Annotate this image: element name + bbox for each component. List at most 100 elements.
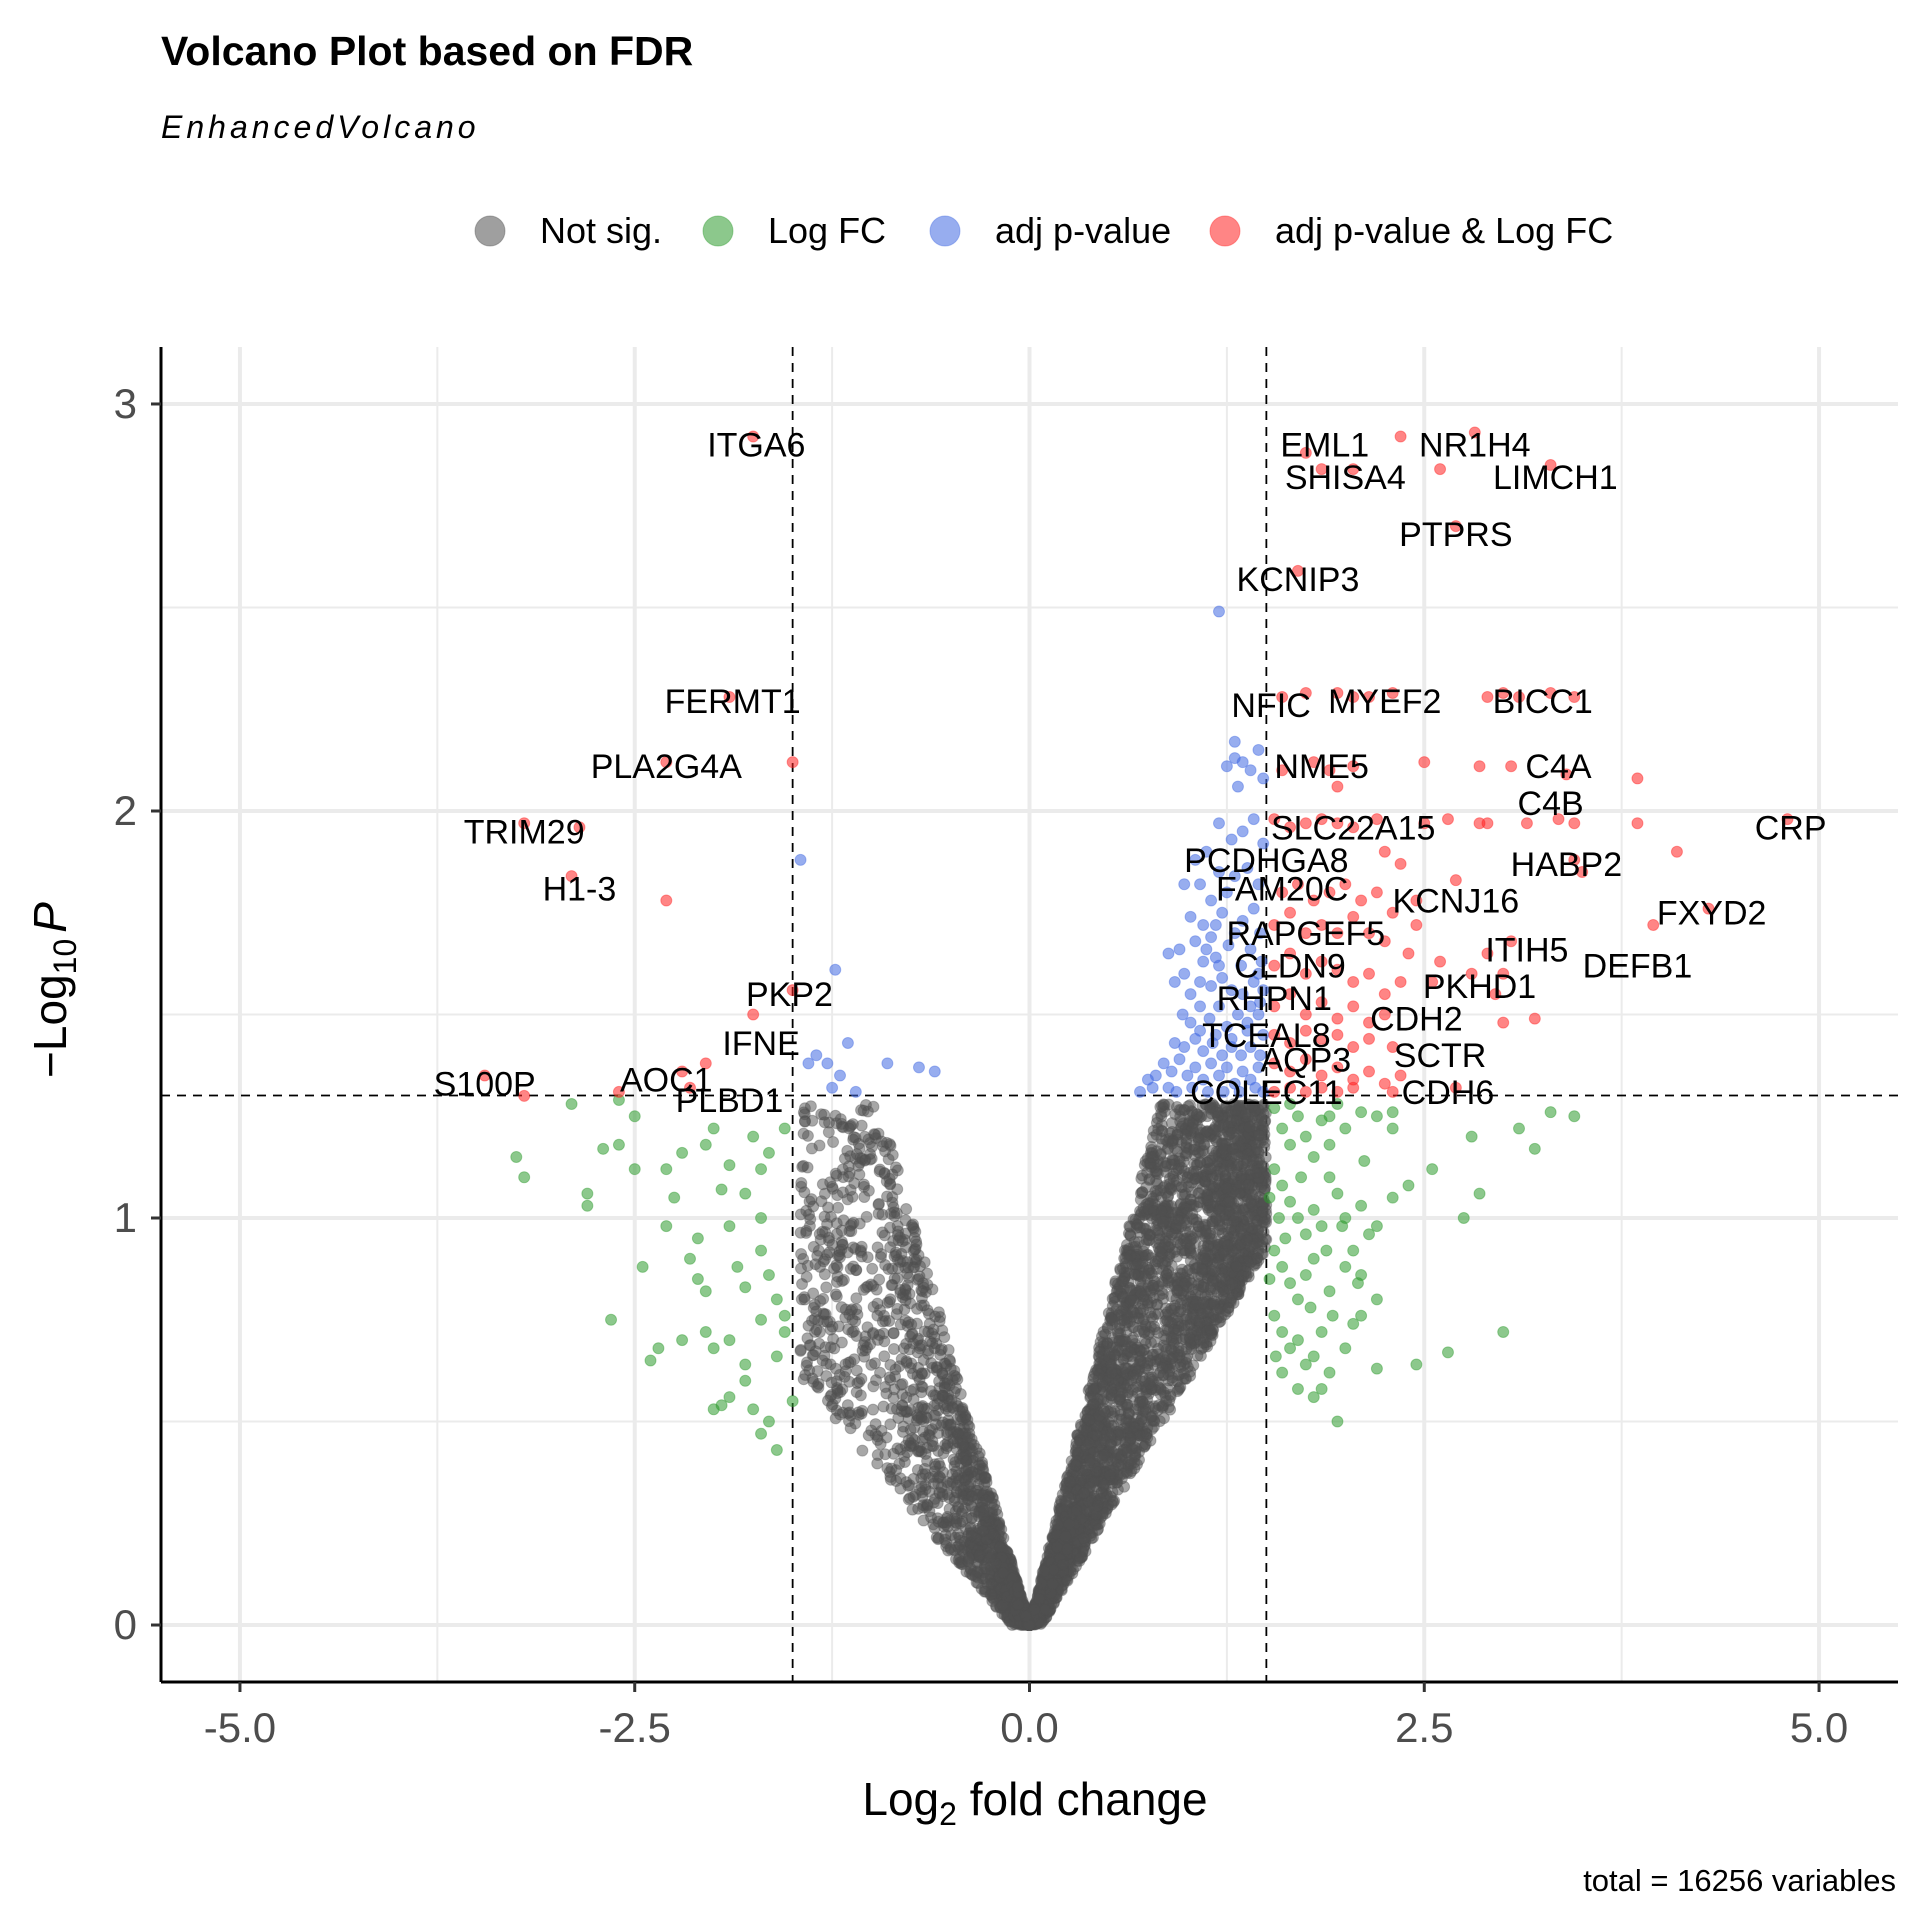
point-not-sig [869,1428,882,1441]
point-not-sig [796,1278,809,1291]
point-not-sig [1127,1305,1140,1318]
point-not-sig [1119,1361,1132,1374]
point-not-sig [1258,1216,1271,1229]
point-not-sig [1039,1603,1052,1616]
point-not-sig [1174,1381,1187,1394]
point-not-sig [850,1364,863,1377]
point-not-sig [1159,1333,1172,1346]
point-not-sig [926,1423,939,1436]
point-not-sig [964,1477,977,1490]
point-not-sig [1137,1429,1150,1442]
point-not-sig [876,1140,889,1153]
point-not-sig [841,1144,854,1157]
point-not-sig [794,1344,807,1357]
point-not-sig [1063,1518,1076,1531]
point-not-sig [915,1480,928,1493]
point-not-sig [933,1375,946,1388]
point-not-sig [928,1331,941,1344]
point-not-sig [1131,1365,1144,1378]
point-not-sig [861,1321,874,1334]
point-not-sig [983,1551,996,1564]
point-not-sig [997,1566,1010,1579]
point-not-sig [1140,1294,1153,1307]
point-not-sig [887,1343,900,1356]
point-not-sig [801,1161,814,1174]
point-not-sig [886,1279,899,1292]
point-not-sig [900,1337,913,1350]
point-not-sig [1156,1361,1169,1374]
point-not-sig [798,1115,811,1128]
point-not-sig [794,1226,807,1239]
legend-label: adj p-value & Log FC [1275,210,1613,251]
point-not-sig [823,1246,836,1259]
point-not-sig [913,1373,926,1386]
point-not-sig [1138,1325,1151,1338]
point-not-sig [927,1496,940,1509]
point-not-sig [1124,1432,1137,1445]
point-not-sig [915,1299,928,1312]
point-not-sig [879,1259,892,1272]
point-not-sig [1212,1125,1225,1138]
point-not-sig [1061,1543,1074,1556]
point-not-sig [1137,1312,1150,1325]
point-not-sig [1077,1532,1090,1545]
point-not-sig [848,1177,861,1190]
cutoff-lines [161,347,1898,1682]
point-not-sig [1035,1577,1048,1590]
point-not-sig [993,1541,1006,1554]
point-not-sig [1166,1137,1179,1150]
point-not-sig [1117,1275,1130,1288]
point-not-sig [820,1369,833,1382]
point-not-sig [835,1117,848,1130]
point-not-sig [1113,1413,1126,1426]
point-not-sig [1221,1239,1234,1252]
point-not-sig [795,1248,808,1261]
point-not-sig [1046,1577,1059,1590]
point-not-sig [1204,1154,1217,1167]
point-not-sig [1106,1299,1119,1312]
point-not-sig [1104,1490,1117,1503]
point-not-sig [871,1333,884,1346]
point-not-sig [878,1350,891,1363]
point-not-sig [802,1319,815,1332]
point-not-sig [797,1373,810,1386]
point-not-sig [809,1345,822,1358]
point-not-sig [1155,1205,1168,1218]
point-not-sig [915,1445,928,1458]
point-not-sig [1164,1316,1177,1329]
point-not-sig [891,1253,904,1266]
point-not-sig [1118,1314,1131,1327]
point-not-sig [844,1262,857,1275]
point-not-sig [1161,1306,1174,1319]
point-not-sig [850,1303,863,1316]
point-not-sig [850,1386,863,1399]
point-not-sig [925,1357,938,1370]
point-not-sig [1227,1209,1240,1222]
point-not-sig [1219,1169,1232,1182]
point-not-sig [1124,1249,1137,1262]
point-not-sig [906,1327,919,1340]
point-not-sig [899,1282,912,1295]
chart-subtitle: EnhancedVolcano [161,109,480,145]
point-not-sig [855,1250,868,1263]
point-not-sig [832,1201,845,1214]
point-not-sig [1222,1301,1235,1314]
point-not-sig [1162,1265,1175,1278]
point-not-sig [1128,1235,1141,1248]
point-not-sig [887,1327,900,1340]
point-not-sig [1157,1412,1170,1425]
point-not-sig [985,1588,998,1601]
point-not-sig [817,1292,830,1305]
point-not-sig [912,1502,925,1515]
point-not-sig [844,1422,857,1435]
point-not-sig [871,1448,884,1461]
point-not-sig [986,1501,999,1514]
point-not-sig [885,1462,898,1475]
point-not-sig [883,1172,896,1185]
point-not-sig [860,1210,873,1223]
point-not-sig [1251,1252,1264,1265]
point-not-sig [978,1561,991,1574]
point-not-sig [913,1270,926,1283]
point-not-sig [801,1129,814,1142]
point-not-sig [830,1290,843,1303]
